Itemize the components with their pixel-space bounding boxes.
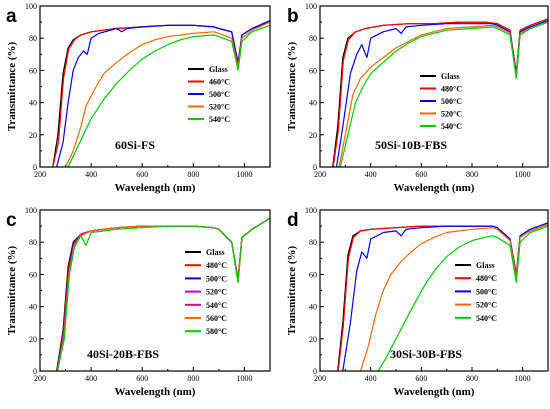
legend-label: 540°C (206, 301, 227, 310)
y-tick-label: 100 (305, 2, 317, 11)
x-tick-label: 400 (85, 170, 97, 179)
x-tick-label: 600 (415, 374, 427, 383)
legend-label: 580°C (206, 327, 227, 336)
legend-label: 500°C (209, 90, 230, 99)
y-tick-label: 0 (313, 163, 317, 172)
x-tick-label: 200 (314, 170, 326, 179)
legend-label: Glass (209, 65, 228, 74)
y-tick-label: 80 (29, 238, 37, 247)
x-axis-label: Wavelength (nm) (394, 182, 475, 194)
x-tick-label: 800 (187, 374, 199, 383)
legend-label: 500°C (441, 97, 462, 106)
x-tick-label: 400 (365, 374, 377, 383)
x-tick-label: 800 (466, 374, 478, 383)
y-tick-label: 40 (309, 99, 317, 108)
legend: Glass 460°C 500°C 520°C 540°C (188, 65, 230, 124)
legend-label: 520°C (441, 110, 462, 119)
x-tick-label: 1000 (236, 374, 252, 383)
legend-label: 480°C (441, 85, 462, 94)
y-tick-label: 20 (309, 335, 317, 344)
x-axis-label: Wavelength (nm) (394, 386, 475, 398)
panel-letter: d (287, 210, 299, 231)
y-tick-label: 80 (309, 34, 317, 43)
legend-label: 520°C (209, 103, 230, 112)
y-tick-label: 20 (29, 335, 37, 344)
sample-label: 40Si-20B-FBS (87, 347, 159, 361)
series-line-540c (377, 225, 548, 371)
panel-letter: c (6, 210, 17, 231)
sample-label: 50Si-10B-FBS (375, 138, 447, 152)
series-line-580c (57, 217, 270, 371)
legend: Glass 480°C 500°C 520°C 540°C (455, 261, 497, 323)
legend-label: 480°C (206, 261, 227, 270)
series-line-540c (67, 24, 270, 167)
y-tick-label: 40 (29, 303, 37, 312)
series-line-460c (52, 19, 270, 167)
y-tick-label: 60 (29, 66, 37, 75)
y-tick-label: 0 (33, 163, 37, 172)
y-tick-label: 100 (25, 206, 37, 215)
y-axis-label: Transmittance (%) (286, 42, 298, 132)
x-tick-label: 600 (136, 374, 148, 383)
legend-label: 540°C (209, 115, 230, 124)
y-tick-label: 20 (29, 131, 37, 140)
x-axis-label: Wavelength (nm) (115, 386, 196, 398)
x-tick-label: 1000 (236, 170, 252, 179)
x-tick-label: 800 (466, 170, 478, 179)
series-line-500c (56, 19, 270, 167)
y-tick-label: 0 (33, 367, 37, 376)
y-tick-label: 40 (29, 99, 37, 108)
legend: Glass 480°C 500°C 520°C 540°C (420, 72, 462, 131)
panel-letter: b (287, 6, 299, 27)
x-axis-label: Wavelength (nm) (115, 182, 196, 194)
legend-label: Glass (206, 248, 225, 257)
chart-panel-d: 200 400 600 800 1000 0 20 40 60 80 100 Wavelength (… (286, 206, 549, 398)
legend-label: 520°C (476, 301, 497, 310)
chart-panel-c: 200 400 600 800 1000 0 20 40 60 80 100 Wavelength (… (6, 206, 271, 398)
x-tick-label: 400 (365, 170, 377, 179)
x-tick-label: 600 (136, 170, 148, 179)
y-tick-label: 0 (313, 367, 317, 376)
legend-label: 540°C (476, 314, 497, 323)
y-axis-label: Transmittance (%) (6, 246, 18, 336)
x-tick-label: 600 (415, 170, 427, 179)
y-tick-label: 100 (25, 2, 37, 11)
x-tick-label: 200 (34, 170, 46, 179)
y-tick-label: 60 (309, 66, 317, 75)
y-tick-label: 80 (29, 34, 37, 43)
x-tick-label: 200 (34, 374, 46, 383)
x-tick-label: 1000 (515, 170, 531, 179)
x-tick-label: 800 (187, 170, 199, 179)
y-axis-label: Transmittance (%) (286, 246, 298, 336)
y-tick-label: 100 (305, 206, 317, 215)
legend-label: 500°C (476, 287, 497, 296)
y-tick-label: 60 (309, 270, 317, 279)
series-line-540c (339, 21, 548, 167)
x-tick-label: 400 (85, 374, 97, 383)
y-tick-label: 40 (309, 303, 317, 312)
series-line-glass (52, 21, 270, 167)
sample-label: 60Si-FS (115, 138, 155, 152)
legend-label: 540°C (441, 122, 462, 131)
legend: Glass 480°C 500°C 520°C 540°C 560°C 580°C (185, 248, 227, 336)
x-tick-label: 1000 (515, 374, 531, 383)
legend-label: 460°C (209, 78, 230, 87)
y-tick-label: 60 (29, 270, 37, 279)
y-tick-label: 20 (309, 131, 317, 140)
legend-label: Glass (476, 261, 495, 270)
legend-label: 520°C (206, 288, 227, 297)
y-axis-label: Transmittance (%) (6, 42, 18, 132)
x-tick-label: 200 (314, 374, 326, 383)
chart-panel-a: 200 400 600 800 1000 0 20 40 60 80 100 Wavelength (… (6, 2, 271, 194)
sample-label: 30Si-30B-FBS (390, 347, 462, 361)
y-tick-label: 80 (309, 238, 317, 247)
series-line-520c (65, 21, 270, 167)
legend-label: 500°C (206, 274, 227, 283)
chart-panel-b: 200 400 600 800 1000 0 20 40 60 80 100 Wavelength (… (286, 2, 549, 194)
legend-label: 560°C (206, 314, 227, 323)
panel-letter: a (6, 6, 17, 27)
legend-label: Glass (441, 72, 460, 81)
legend-label: 480°C (476, 274, 497, 283)
